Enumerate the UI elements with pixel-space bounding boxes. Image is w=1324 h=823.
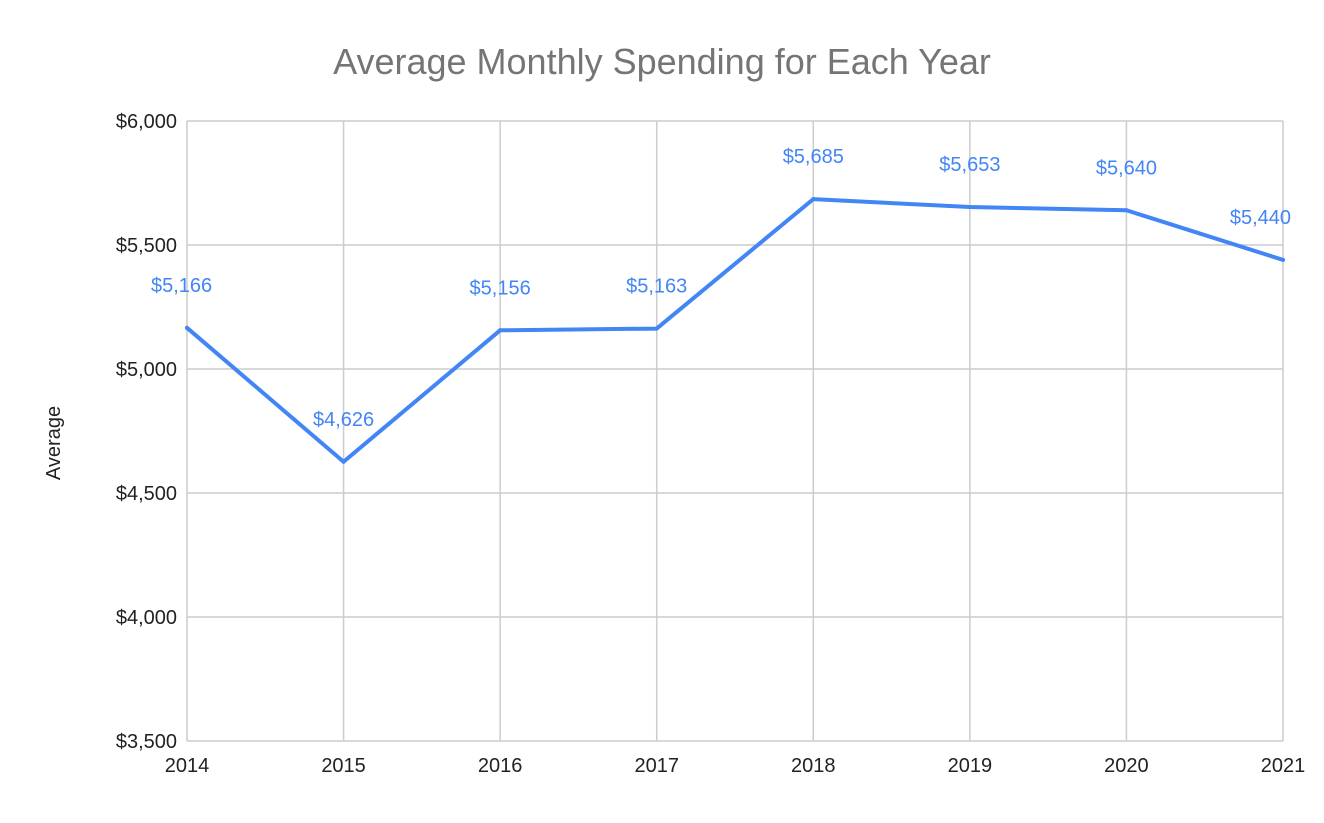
x-tick-label: 2017 [634, 755, 679, 777]
y-tick-label: $4,000 [116, 607, 177, 629]
x-tick-label: 2021 [1261, 755, 1306, 777]
data-point [811, 197, 816, 202]
x-tick-label: 2018 [791, 755, 836, 777]
data-label: $5,685 [783, 146, 844, 168]
x-tick-label: 2019 [948, 755, 993, 777]
data-point [967, 205, 972, 210]
x-tick-label: 2015 [321, 755, 366, 777]
y-tick-label: $5,000 [116, 359, 177, 381]
series-line [185, 197, 1285, 464]
series-layer [185, 197, 1285, 464]
data-label: $4,626 [313, 409, 374, 431]
data-point [654, 326, 659, 331]
x-tick-label: 2014 [165, 755, 210, 777]
data-point [1281, 257, 1285, 262]
data-point [341, 459, 346, 464]
data-label: $5,640 [1096, 157, 1157, 179]
data-labels: $5,166 $4,626 $5,156 $5,163 $5,685 $5,653 $5,6… [151, 146, 1291, 431]
data-label: $5,166 [151, 275, 212, 297]
data-label: $5,440 [1230, 207, 1291, 229]
grid-lines [186, 120, 1284, 742]
y-tick-label: $5,500 [116, 235, 177, 257]
x-tick-label: 2016 [478, 755, 523, 777]
data-label: $5,653 [939, 154, 1000, 176]
data-label: $5,163 [626, 276, 687, 298]
y-tick-label: $4,500 [116, 483, 177, 505]
y-axis-ticks: $3,500 $4,000 $4,500 $5,000 $5,500 $6,000 [116, 111, 177, 753]
data-point [1124, 208, 1129, 213]
chart-title: Average Monthly Spending for Each Year [333, 41, 991, 82]
x-tick-label: 2020 [1104, 755, 1149, 777]
data-point [498, 328, 503, 333]
data-point [185, 325, 189, 330]
x-axis-ticks: 2014 2015 2016 2017 2018 2019 2020 2021 [165, 755, 1306, 777]
y-axis-label: Average [43, 406, 65, 480]
y-tick-label: $3,500 [116, 731, 177, 753]
y-tick-label: $6,000 [116, 111, 177, 133]
data-label: $5,156 [470, 277, 531, 299]
